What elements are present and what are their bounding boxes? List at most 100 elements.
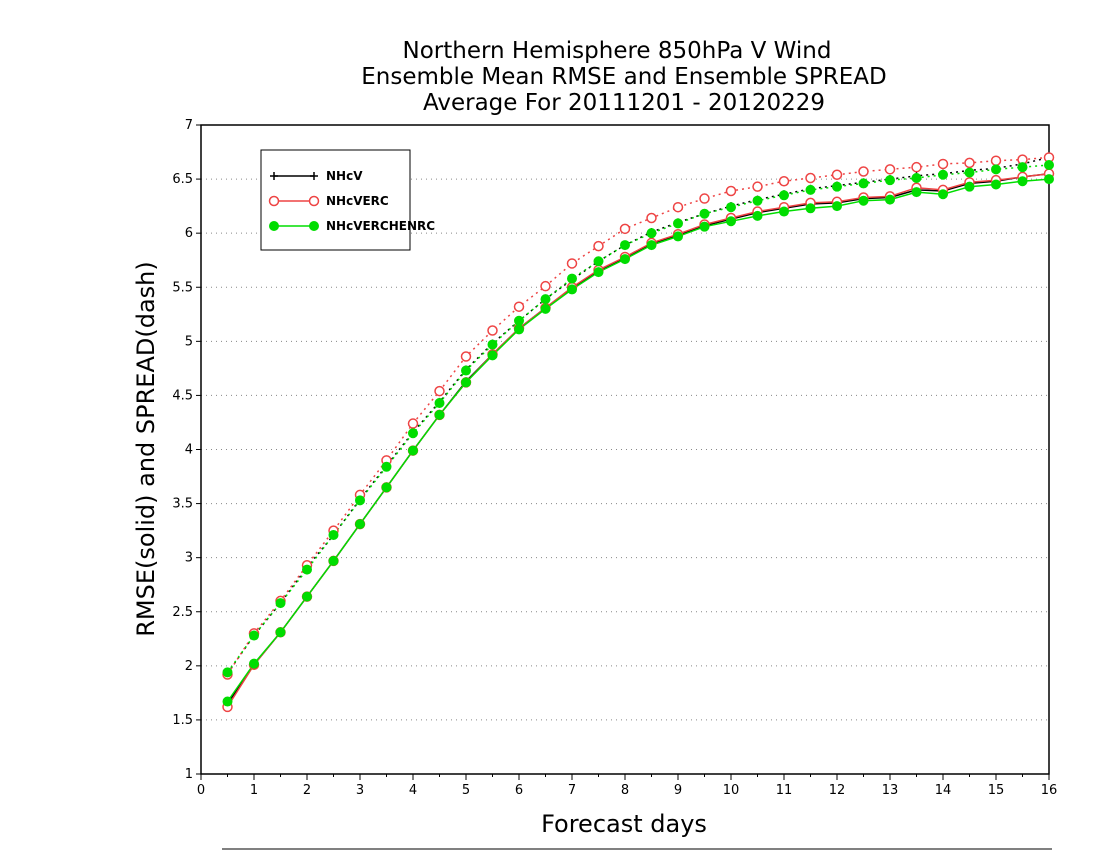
series-2-spread-point bbox=[249, 630, 259, 641]
y-axis-label: RMSE(solid) and SPREAD(dash) bbox=[132, 261, 160, 637]
series-2-rmse-point bbox=[275, 627, 286, 638]
y-tick-label: 5 bbox=[185, 334, 193, 349]
tick-labels: 11.522.533.544.555.566.570 1 2 3 4 5 6 7 8 9 10 11 1… bbox=[172, 118, 1057, 798]
series-2-spread-point bbox=[434, 397, 445, 408]
legend-marker bbox=[309, 221, 319, 231]
series-1-spread-point bbox=[619, 223, 631, 235]
series-2-rmse-point bbox=[355, 519, 365, 530]
series-2-rmse-point bbox=[752, 210, 763, 221]
legend-marker bbox=[270, 172, 278, 180]
series-1-spread-point bbox=[937, 158, 949, 170]
series-2-spread-point bbox=[487, 339, 498, 350]
series-2-rmse-point bbox=[673, 231, 683, 242]
series-2-spread-point bbox=[752, 195, 763, 206]
x-tick-label: 4 bbox=[409, 783, 417, 798]
series-2-spread-point bbox=[699, 208, 710, 219]
series-2-spread-point bbox=[991, 164, 1001, 175]
title-line-3: Average For 20111201 - 20120229 bbox=[423, 90, 825, 116]
legend: NHcV NHcVERC NHcVERCHENRC bbox=[260, 149, 435, 251]
series-2-spread-point bbox=[514, 315, 524, 326]
series-2-rmse-point bbox=[911, 187, 922, 198]
series-1-spread-point bbox=[646, 212, 657, 224]
series-2-rmse-point bbox=[302, 591, 312, 602]
series-2-rmse-point bbox=[620, 254, 630, 265]
axis-ticks bbox=[196, 124, 1050, 780]
x-tick-label: 6 bbox=[515, 783, 523, 798]
series-2-spread-point bbox=[673, 218, 683, 229]
y-tick-label: 4 bbox=[185, 443, 193, 458]
series-1-spread-point bbox=[911, 161, 922, 173]
series-2-spread-point bbox=[222, 667, 233, 678]
series-2-spread-point bbox=[726, 202, 736, 213]
series-2-spread-point bbox=[620, 240, 630, 251]
y-tick-label: 7 bbox=[185, 118, 193, 133]
x-tick-label: 10 bbox=[723, 783, 740, 798]
series-2-rmse-point bbox=[646, 240, 657, 251]
series-1-spread-point bbox=[725, 185, 737, 197]
series-1-spread-point bbox=[487, 325, 498, 336]
y-tick-label: 6 bbox=[185, 226, 193, 241]
x-tick-label: 11 bbox=[776, 783, 793, 798]
series-1-spread-point bbox=[752, 181, 763, 192]
series-2-spread-point bbox=[779, 190, 789, 201]
series-2-spread-point bbox=[938, 169, 948, 180]
series-2-rmse-point bbox=[328, 555, 339, 566]
series-markers bbox=[222, 152, 1055, 713]
series-2-spread-point bbox=[805, 184, 816, 195]
series-2-spread-point bbox=[355, 495, 365, 506]
y-tick-label: 4.5 bbox=[172, 388, 193, 403]
series-2-rmse-point bbox=[540, 303, 551, 314]
series-2-rmse-point bbox=[858, 195, 869, 206]
series-2-rmse-point bbox=[461, 377, 471, 388]
series-1-spread-point bbox=[460, 351, 472, 362]
series-2-rmse-point bbox=[1044, 174, 1054, 185]
y-tick-label: 6.5 bbox=[172, 172, 193, 187]
series-2-rmse-point bbox=[514, 324, 524, 335]
plot-frame bbox=[200, 124, 1050, 775]
series-2-rmse-point bbox=[991, 179, 1001, 190]
series-1-spread-point bbox=[778, 175, 790, 187]
series-2-spread-point bbox=[302, 564, 312, 575]
x-tick-label: 12 bbox=[829, 783, 846, 798]
series-2-spread-point bbox=[540, 294, 551, 305]
legend-marker bbox=[308, 195, 320, 207]
y-tick-label: 3.5 bbox=[172, 497, 193, 512]
series-2-spread-point bbox=[1044, 160, 1054, 171]
series-2-rmse-point bbox=[964, 181, 975, 192]
legend-entry: NHcVERC bbox=[268, 194, 389, 208]
series-2-spread-point bbox=[964, 167, 975, 178]
x-tick-label: 2 bbox=[303, 783, 311, 798]
title-line-1: Northern Hemisphere 850hPa V Wind bbox=[403, 38, 832, 64]
series-2-spread-point bbox=[567, 273, 577, 284]
x-tick-label: 14 bbox=[935, 783, 952, 798]
series-2-rmse-point bbox=[885, 194, 895, 205]
series-2-spread-point bbox=[832, 181, 842, 192]
series-1-spread-point bbox=[407, 418, 419, 429]
series-1-spread-point bbox=[434, 385, 445, 397]
legend-label: NHcVERCHENRC bbox=[326, 219, 435, 233]
series-2-spread-point bbox=[646, 228, 657, 239]
series-2-rmse-point bbox=[1017, 176, 1028, 187]
series-2-rmse-point bbox=[805, 203, 816, 214]
series-2-spread-point bbox=[328, 529, 339, 540]
legend-entry: NHcVERCHENRC bbox=[269, 219, 435, 233]
series-2-rmse-point bbox=[487, 350, 498, 361]
series-2-spread-point bbox=[461, 365, 471, 376]
series-2-spread-point bbox=[1017, 162, 1028, 173]
legend-entry: NHcV bbox=[270, 169, 363, 183]
y-tick-label: 1.5 bbox=[172, 713, 193, 728]
series-2-rmse-point bbox=[408, 445, 418, 456]
series-2-rmse-point bbox=[779, 206, 789, 217]
y-tick-label: 5.5 bbox=[172, 280, 193, 295]
series-1-rmse-line bbox=[226, 172, 1050, 708]
series-1-spread-point bbox=[964, 157, 975, 169]
x-tick-label: 1 bbox=[250, 783, 258, 798]
series-2-spread-point bbox=[885, 175, 895, 186]
series-1-spread-point bbox=[540, 280, 551, 292]
series-2-spread-point bbox=[911, 173, 922, 184]
series-2-spread-point bbox=[408, 428, 418, 439]
legend-marker bbox=[268, 195, 280, 207]
series-1-spread-point bbox=[699, 193, 710, 204]
legend-label: NHcVERC bbox=[326, 194, 389, 208]
y-tick-label: 3 bbox=[185, 551, 193, 566]
